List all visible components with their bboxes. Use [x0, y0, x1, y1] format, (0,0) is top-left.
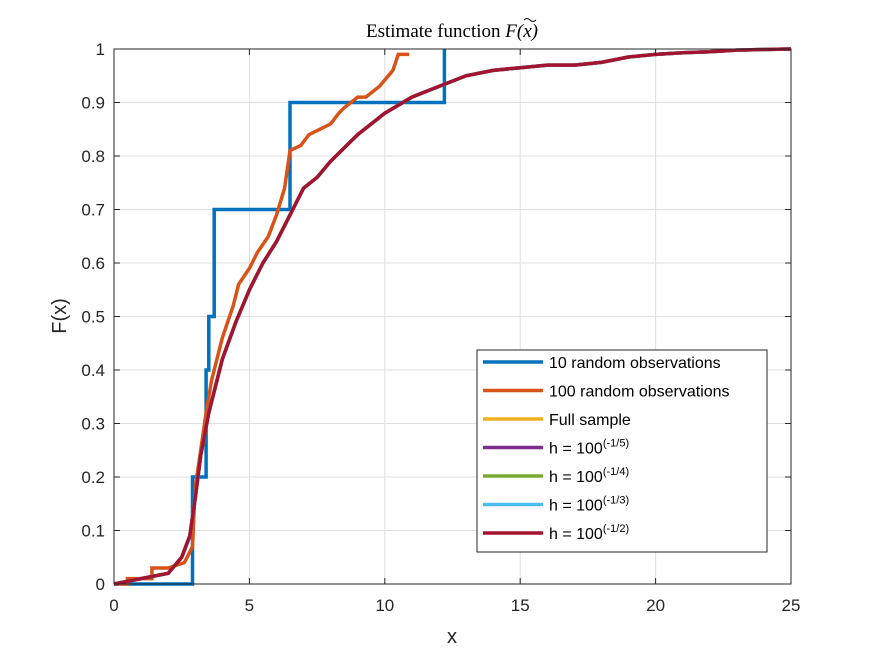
y-tick-label: 0.6 [81, 254, 105, 273]
legend-entry-name: Full sample [549, 412, 631, 429]
tick-labels: 0 5 10 15 20 25 0 0.1 0.2 0.3 0.4 0.5 0.6 0.7 0.8 0.9 1 [81, 40, 800, 615]
series-layer [113, 47, 792, 586]
legend-entry-name: h = 100 [549, 526, 603, 543]
y-tick-label: 0.2 [81, 468, 105, 487]
y-tick-label: 0.5 [81, 308, 105, 327]
y-tick-label: 0.7 [81, 201, 105, 220]
legend-entry: 100 random observations [549, 384, 730, 401]
y-tick-label: 0.9 [81, 94, 105, 113]
legend-entry-name: 100 random observations [549, 384, 730, 401]
tick-marks [113, 48, 792, 585]
x-tick-label: 10 [375, 596, 394, 615]
legend-entry: 10 random observations [549, 355, 721, 372]
legend-entry: h = 100(-1/2) [549, 523, 629, 543]
x-tick-label: 20 [646, 596, 665, 615]
y-tick-label: 1 [96, 40, 105, 59]
legend-entry: h = 100(-1/3) [549, 495, 629, 515]
series-line-7-h-100 [113, 47, 792, 586]
legend-entry: h = 100(-1/4) [549, 466, 629, 486]
chart-title-math: F(x) [504, 21, 538, 42]
x-tick-label: 5 [245, 596, 254, 615]
legend-box [476, 349, 768, 553]
y-tick-label: 0.8 [81, 147, 105, 166]
legend-entry-name: 10 random observations [549, 355, 721, 372]
x-tick-label: 25 [782, 596, 801, 615]
legend-entry-name: h = 100 [549, 441, 603, 458]
x-tick-label: 15 [511, 596, 530, 615]
legend-entry: Full sample [549, 412, 631, 429]
y-tick-label: 0.3 [81, 415, 105, 434]
y-axis-label: F(x) [49, 298, 71, 334]
x-axis-label: x [447, 626, 457, 648]
legend-entry-superscript: (-1/4) [603, 466, 629, 478]
y-tick-label: 0.1 [81, 522, 105, 541]
y-tick-label: 0.4 [81, 361, 105, 380]
legend-entry-superscript: (-1/2) [603, 523, 629, 535]
legend-entry-superscript: (-1/5) [603, 438, 629, 450]
legend: 10 random observations 100 random observa… [476, 349, 768, 553]
chart-title: Estimate function F(x) [366, 21, 538, 42]
chart-title-prefix: Estimate function [366, 21, 505, 42]
legend-entry-superscript: (-1/3) [603, 495, 629, 507]
x-tick-label: 0 [109, 596, 118, 615]
legend-entry-name: h = 100 [549, 469, 603, 486]
legend-entry: h = 100(-1/5) [549, 438, 629, 458]
y-tick-label: 0 [96, 575, 105, 594]
series-line-2-100-random-observations [114, 52, 410, 586]
legend-entry-name: h = 100 [549, 498, 603, 515]
series-line-1-10-random-observations [114, 49, 447, 586]
title-tilde-accent [523, 18, 537, 22]
